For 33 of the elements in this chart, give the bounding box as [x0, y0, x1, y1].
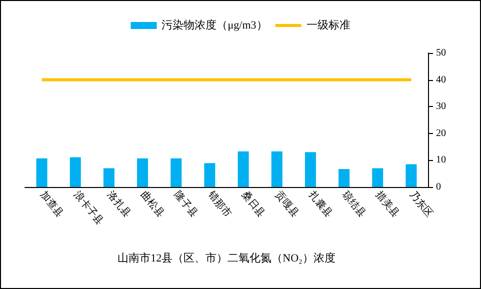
bar: [70, 157, 81, 187]
y-tick-label: 50: [436, 48, 446, 58]
bar: [137, 158, 148, 187]
bar: [406, 164, 417, 187]
legend-label: 一级标准: [306, 18, 350, 32]
bar: [271, 151, 282, 187]
bar: [238, 151, 249, 187]
x-tick-label: 桑日县: [239, 189, 267, 220]
x-tick-label: 措美县: [373, 188, 402, 220]
bar: [372, 168, 384, 187]
y-tick-label: 10: [436, 154, 446, 166]
x-tick-label: 错那市: [204, 188, 234, 220]
x-tick-label: 隆子县: [172, 188, 200, 220]
bar: [204, 163, 216, 187]
x-tick-label: 琼结县: [340, 188, 368, 220]
bar: [103, 168, 114, 187]
y-tick-label: 40: [436, 74, 446, 86]
bar: [338, 169, 350, 187]
legend-label: 污染物浓度（μg/m3）: [162, 18, 268, 32]
x-tick-label: 洛扎县: [104, 188, 134, 220]
x-tick-label: 乃东区: [406, 188, 436, 220]
y-tick-label: 0: [436, 182, 441, 192]
x-tick-label: 扎囊县: [306, 188, 335, 220]
x-tick-label: 贡嘎县: [272, 189, 300, 220]
x-axis-title: 山南市12县（区、市）二氧化氮（NO₂）浓度: [118, 252, 336, 264]
bar: [304, 152, 316, 187]
x-tick-label: 曲松县: [138, 188, 167, 220]
bar: [36, 158, 48, 187]
y-tick-label: 30: [436, 101, 446, 112]
y-tick-label: 20: [436, 128, 446, 139]
x-tick-label: 浪卡子县: [71, 188, 106, 228]
bar: [170, 158, 182, 187]
x-tick-label: 加查县: [38, 188, 66, 220]
